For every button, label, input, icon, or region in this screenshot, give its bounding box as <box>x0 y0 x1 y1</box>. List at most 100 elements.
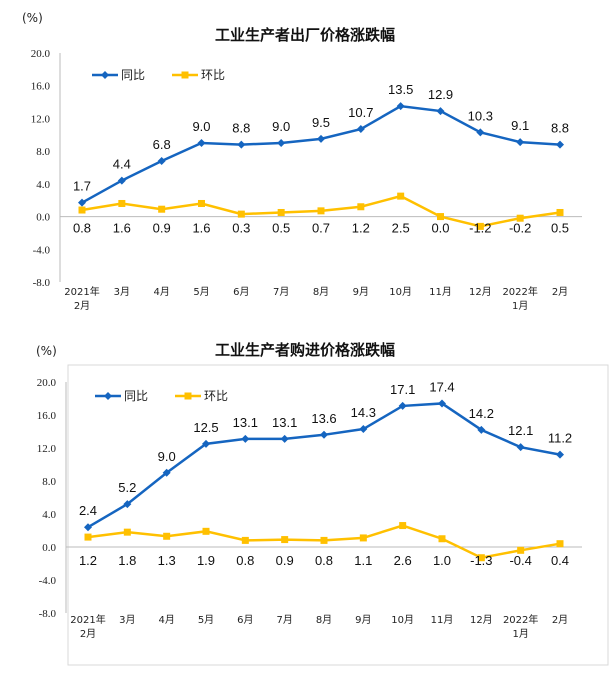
data-label: 1.0 <box>433 553 451 568</box>
data-label: 0.7 <box>312 221 330 236</box>
legend-marker <box>104 392 112 400</box>
data-point <box>516 443 525 452</box>
data-label: 0.4 <box>551 553 569 568</box>
x-tick-label: 5月 <box>198 614 214 626</box>
data-label: 1.1 <box>354 553 372 568</box>
y-tick-label: 4.0 <box>42 509 56 521</box>
x-tick-label: 10月 <box>389 286 412 298</box>
data-point <box>556 208 564 216</box>
y-tick-label: 0.0 <box>36 212 50 224</box>
x-tick-label: 2022年 1月 <box>502 285 537 312</box>
data-point <box>517 546 525 554</box>
data-point <box>237 210 245 218</box>
x-tick-label: 2021年 2月 <box>64 285 99 312</box>
y-tick-label: -4.0 <box>33 244 51 256</box>
x-tick-label: 2022年 1月 <box>503 613 538 640</box>
data-label: 2.4 <box>79 503 97 518</box>
y-tick-label: 12.0 <box>37 443 57 455</box>
data-point <box>516 214 524 222</box>
y-tick-label: 12.0 <box>31 113 51 125</box>
data-label: 2.5 <box>392 221 410 236</box>
legend-label: 同比 <box>124 389 148 403</box>
y-tick-label: -8.0 <box>39 608 57 620</box>
data-point <box>359 425 368 434</box>
data-label: 0.5 <box>551 221 569 236</box>
data-label: 5.2 <box>118 480 136 495</box>
y-axis-unit: (%) <box>36 344 57 358</box>
data-point <box>398 401 407 410</box>
data-label: 0.5 <box>272 221 290 236</box>
data-label: 12.5 <box>193 420 218 435</box>
chart-title: 工业生产者购进价格涨跌幅 <box>215 341 395 359</box>
data-point <box>123 500 132 509</box>
data-point <box>84 533 92 541</box>
data-point <box>476 128 485 137</box>
x-tick-label: 3月 <box>119 614 135 626</box>
data-label: 2.6 <box>394 553 412 568</box>
data-point <box>78 198 86 207</box>
y-axis-unit: (%) <box>22 11 43 25</box>
data-point <box>396 102 405 111</box>
data-point <box>397 192 405 200</box>
data-label: -1.2 <box>469 221 491 236</box>
data-label: 13.5 <box>388 82 413 97</box>
x-tick-label: 9月 <box>353 286 369 298</box>
chart-1: 工业生产者出厂价格涨跌幅 (%) 20.0 16.0 12.0 8.0 4.0 0.0 -4.0… <box>22 11 582 312</box>
data-label: 12.1 <box>508 423 533 438</box>
data-point <box>163 532 171 540</box>
data-label: -0.4 <box>509 553 531 568</box>
y-tick-label: -4.0 <box>39 575 57 587</box>
x-tick-label: 7月 <box>273 286 289 298</box>
data-point <box>556 450 564 459</box>
data-label: 0.8 <box>73 221 91 236</box>
data-label: 8.8 <box>232 121 250 136</box>
data-label: -0.2 <box>509 221 531 236</box>
data-label: 9.0 <box>272 119 290 134</box>
data-point <box>117 176 126 185</box>
data-point <box>197 138 206 147</box>
plot-frame <box>67 364 609 666</box>
data-label: 1.8 <box>118 553 136 568</box>
data-point <box>317 134 325 143</box>
x-tick-label: 10月 <box>391 614 414 626</box>
data-label: 9.1 <box>511 118 529 133</box>
x-tick-label: 9月 <box>355 614 371 626</box>
data-point <box>477 554 485 562</box>
legend-label: 同比 <box>121 68 145 82</box>
data-point <box>477 425 486 434</box>
data-point <box>320 536 328 544</box>
data-label: 8.8 <box>551 121 569 136</box>
data-label: 6.8 <box>153 137 171 152</box>
data-point <box>277 138 286 147</box>
data-label: 4.4 <box>113 157 131 172</box>
data-label: 1.9 <box>197 553 215 568</box>
data-label: 0.8 <box>236 553 254 568</box>
x-tick-label: 5月 <box>193 286 209 298</box>
y-tick-label: 20.0 <box>37 377 57 389</box>
data-label: 13.6 <box>311 411 336 426</box>
data-point <box>436 107 445 116</box>
data-point <box>157 156 166 165</box>
data-label: 10.3 <box>468 108 493 123</box>
x-tick-label: 4月 <box>153 286 169 298</box>
x-tick-label: 11月 <box>431 614 454 626</box>
data-point <box>118 199 126 207</box>
y-tick-label: 20.0 <box>31 48 51 60</box>
y-tick-label: 8.0 <box>36 146 50 158</box>
data-label: 11.2 <box>548 431 572 446</box>
data-label: 14.2 <box>469 406 494 421</box>
data-label: 1.3 <box>158 553 176 568</box>
data-point <box>357 203 365 211</box>
data-point <box>317 207 325 215</box>
y-tick-label: 16.0 <box>31 81 51 93</box>
x-tick-label: 3月 <box>114 286 130 298</box>
y-tick-label: 0.0 <box>42 542 56 554</box>
y-tick-label: 4.0 <box>36 179 50 191</box>
data-label: 0.3 <box>232 221 250 236</box>
chart-2: 工业生产者购进价格涨跌幅 (%) 20.0 16.0 12.0 8.0 4.0 0.0 -4.0… <box>36 341 609 666</box>
data-label: 1.2 <box>79 553 97 568</box>
x-tick-label: 12月 <box>469 286 492 298</box>
x-tick-label: 2021年 2月 <box>70 613 105 640</box>
data-point <box>280 434 289 443</box>
